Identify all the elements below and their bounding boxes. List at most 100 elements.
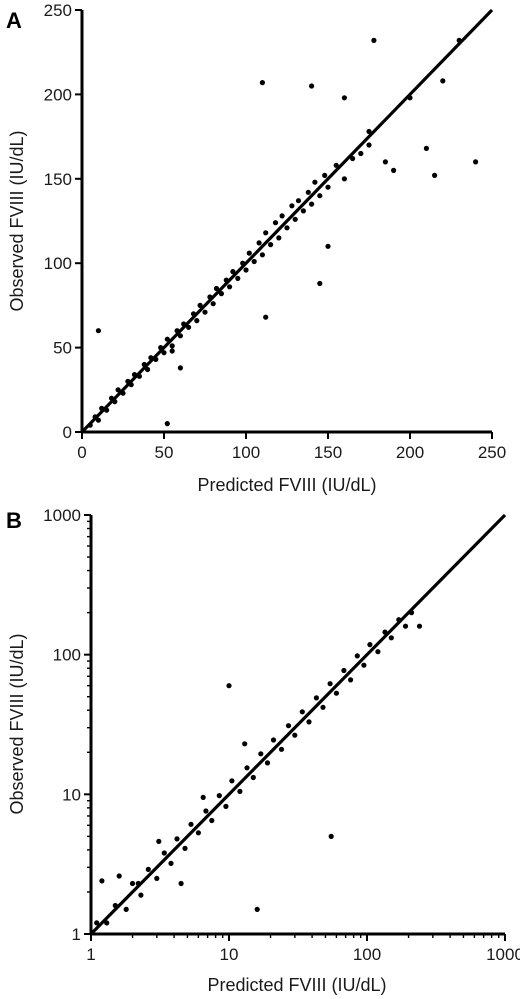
- panel-a-data-point: [115, 387, 121, 393]
- panel-b-data-point: [138, 892, 144, 898]
- panel-b-data-point: [99, 878, 105, 884]
- panel-b-identity-line: [89, 513, 507, 936]
- panel-a-x-tick-label: 50: [155, 443, 174, 462]
- panel-a-y-tick-label: 100: [44, 254, 72, 273]
- panel-b-data-point: [129, 880, 136, 887]
- panel-a-data-point: [259, 252, 265, 258]
- panel-b-data-point: [264, 760, 271, 766]
- panel-b-data-point: [299, 709, 305, 715]
- panel-a-data-point: [227, 284, 233, 290]
- panel-b-data-point: [156, 838, 162, 845]
- panel-a-data-point: [322, 172, 328, 178]
- panel-b-y-tick-label: 10: [62, 785, 81, 804]
- panel-a-data-point: [317, 280, 323, 287]
- panel-b-data-point: [375, 649, 381, 655]
- panel-b-y-ticks: 1 10 100 1000: [43, 506, 91, 944]
- panel-b-data-point: [367, 642, 373, 648]
- panel-b-data-point: [416, 623, 423, 629]
- panel-b-data-point: [223, 803, 229, 810]
- panel-a-data-point: [169, 348, 175, 354]
- panel-a-data-point: [259, 80, 265, 86]
- panel-a-y-tick-label: 150: [44, 170, 72, 189]
- panel-b-data-point: [341, 667, 347, 674]
- panel-a-data-point: [350, 155, 356, 162]
- panel-b-data-point: [244, 765, 250, 771]
- panel-b-data-point: [270, 737, 277, 743]
- panel-b-data-point: [209, 817, 215, 824]
- panel-a-data-point: [263, 314, 269, 320]
- panel-b: B 1 10 100 1000 1 10 100 1000 Predicted FVIII …: [6, 506, 520, 995]
- panel-a-data-point: [366, 142, 372, 148]
- panel-b-y-tick-label: 1000: [43, 506, 81, 525]
- panel-b-data-point: [313, 695, 319, 701]
- panel-b-data-point: [178, 880, 184, 887]
- panel-a-data-point: [289, 203, 295, 209]
- panel-a-data-point: [341, 176, 347, 182]
- panel-b-data-point: [327, 681, 333, 687]
- panel-a-data-point: [272, 220, 279, 226]
- panel-b-data-point: [333, 690, 339, 696]
- panel-a-data-point: [300, 208, 306, 214]
- panel-b-y-tick-label: 1: [72, 925, 81, 944]
- panel-a-data-point: [312, 179, 318, 185]
- panel-a-data-point: [341, 95, 347, 101]
- panel-a-x-ticks: 0 50 100 150 200 250: [77, 432, 506, 462]
- panel-b-y-axis-title: Observed FVIII (IU/dL): [7, 633, 27, 814]
- panel-b-data-point: [320, 704, 326, 710]
- panel-a-data-point: [169, 343, 175, 349]
- panel-a-y-tick-label: 250: [44, 1, 72, 20]
- panel-b-letter: B: [6, 508, 22, 533]
- panel-a-data-point: [177, 333, 183, 339]
- panel-a-data-point: [309, 201, 315, 207]
- panel-b-data-point: [174, 836, 180, 842]
- panel-b-x-tick-label: 10: [220, 945, 239, 964]
- panel-a-x-tick-label: 200: [396, 443, 424, 462]
- panel-a-data-point: [284, 225, 290, 231]
- panel-b-data-point: [145, 866, 151, 873]
- panel-a-data-point: [256, 240, 262, 246]
- panel-b-data-point: [203, 808, 209, 814]
- panel-a-y-tick-label: 0: [63, 423, 72, 442]
- panel-a-y-ticks: 0 50 100 150 200 250: [44, 1, 82, 442]
- panel-a-identity-line: [80, 8, 494, 434]
- panel-b-data-point: [328, 833, 334, 840]
- panel-a-y-axis-title: Observed FVIII (IU/dL): [7, 130, 27, 311]
- panel-a-x-axis-title: Predicted FVIII (IU/dL): [197, 475, 376, 495]
- panel-b-points: [94, 610, 423, 926]
- panel-b-data-point: [292, 732, 298, 738]
- panel-a-data-point: [325, 243, 331, 249]
- panel-b-x-ticks: 1 10 100 1000: [86, 934, 520, 964]
- panel-b-data-point: [285, 723, 292, 729]
- panel-b-data-point: [388, 635, 394, 641]
- panel-a-data-point: [263, 230, 269, 236]
- panel-a-letter: A: [6, 8, 22, 33]
- panel-a-data-point: [197, 302, 203, 308]
- panel-b-data-point: [226, 683, 232, 689]
- panel-a-y-tick-label: 200: [44, 85, 72, 104]
- panel-b-x-tick-label: 1: [86, 945, 95, 964]
- panel-b-data-point: [195, 830, 201, 836]
- panel-b-data-point: [182, 845, 188, 852]
- panel-a-x-tick-label: 250: [478, 443, 506, 462]
- panel-a-data-point: [95, 328, 101, 334]
- panel-b-data-point: [94, 920, 100, 926]
- panel-a-x-tick-label: 150: [314, 443, 342, 462]
- panel-a-data-point: [194, 318, 200, 324]
- panel-a-data-point: [292, 216, 298, 222]
- panel-b-x-axis-title: Predicted FVIII (IU/dL): [207, 975, 386, 995]
- panel-a-data-point: [440, 78, 446, 84]
- panel-b-data-point: [402, 623, 409, 629]
- panel-a-data-point: [309, 83, 315, 89]
- panel-b-data-point: [258, 751, 264, 757]
- panel-a-data-point: [366, 128, 372, 135]
- panel-b-data-point: [168, 860, 174, 867]
- panel-a-data-point: [432, 172, 438, 178]
- panel-b-x-tick-label: 1000: [486, 945, 520, 964]
- panel-a: A 0 50 100 150 200 250 0 50 100 150 200 250 Predic…: [6, 1, 506, 495]
- panel-a-data-point: [317, 193, 323, 199]
- panel-b-data-point: [229, 778, 235, 784]
- panel-a-data-point: [382, 159, 388, 165]
- panel-a-y-tick-label: 50: [53, 339, 72, 358]
- panel-a-data-point: [325, 184, 331, 190]
- panel-a-data-point: [243, 267, 249, 273]
